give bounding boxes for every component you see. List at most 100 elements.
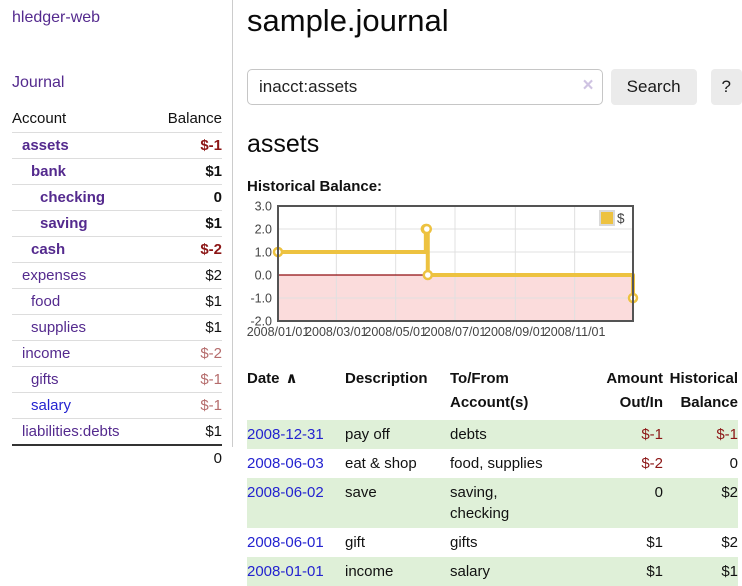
sort-asc-icon: ∧	[285, 370, 298, 387]
account-link-cash[interactable]: cash	[31, 241, 66, 258]
plot-border	[277, 205, 634, 322]
transaction-description: income	[345, 557, 450, 586]
account-link-supplies[interactable]: supplies	[31, 319, 87, 336]
transaction-accounts: food, supplies	[450, 455, 543, 472]
y-axis-tick-label: 2.0	[255, 223, 272, 237]
x-axis-tick-label: 2008/01/01	[247, 325, 310, 339]
sidebar-item-journal[interactable]: Journal	[12, 74, 65, 91]
account-row: bank $1	[12, 158, 222, 185]
account-link-gifts[interactable]: gifts	[31, 371, 59, 388]
account-balance: $1	[117, 288, 222, 315]
account-link-salary[interactable]: salary	[31, 397, 72, 414]
account-balance: $-2	[117, 340, 222, 367]
register-table: Date ∧ Description To/From Account(s) Amount…	[247, 367, 738, 586]
transaction-row: 2008-12-31 pay off debts $-1 $-1	[247, 420, 738, 449]
register-header-date[interactable]: Date ∧	[247, 370, 298, 387]
account-balance: $1	[117, 158, 222, 185]
transaction-accounts: debts	[450, 420, 582, 449]
transaction-amount: $-1	[582, 420, 663, 449]
account-link-liabilities-debts[interactable]: liabilities:debts	[22, 423, 120, 440]
transaction-accounts: saving, checking	[450, 478, 582, 528]
account-link-bank[interactable]: bank	[31, 163, 67, 180]
clear-search-icon[interactable]: ×	[582, 74, 594, 96]
page-title: sample.journal	[247, 3, 449, 38]
brand-link[interactable]: hledger-web	[12, 9, 101, 26]
account-balance: $-1	[117, 392, 222, 419]
account-link-saving[interactable]: saving	[40, 215, 88, 232]
transaction-date-link[interactable]: 2008-01-01	[247, 563, 324, 580]
sidebar: hledger-web Journal Account Balance asse…	[0, 0, 233, 471]
account-balance: $1	[117, 418, 222, 446]
account-link-checking[interactable]: checking	[40, 189, 106, 206]
search-form: × Search ?	[247, 68, 742, 105]
account-link-food[interactable]: food	[31, 293, 61, 310]
data-point-marker	[422, 269, 434, 281]
register-header-historical-balance: Historical Balance	[669, 370, 738, 411]
historical-balance-chart: $3.0 2.0 1.0 0.0 -1.0 -2.02008/01/012008/03/0…	[247, 201, 639, 339]
account-balance: $2	[117, 262, 222, 289]
transaction-description: gift	[345, 534, 366, 551]
account-page-title: assets	[247, 130, 320, 158]
transaction-row: 2008-06-01 gift gifts $1 $2	[247, 528, 738, 557]
account-row: gifts $-1	[12, 366, 222, 393]
account-row: liabilities:debts $1	[12, 418, 222, 446]
transaction-date-link[interactable]: 2008-06-02	[247, 484, 324, 501]
transaction-date-cell: 2008-01-01	[247, 557, 345, 586]
account-link-income[interactable]: income	[22, 345, 71, 362]
y-axis-tick-label: 3.0	[255, 201, 272, 214]
transaction-description: pay off	[345, 420, 450, 449]
transaction-balance: $2	[721, 534, 738, 551]
x-axis-tick-label: 2008/05/01	[364, 325, 427, 339]
accounts-total-row: 0	[12, 444, 222, 471]
chart-title: Historical Balance:	[247, 178, 383, 195]
transaction-date-link[interactable]: 2008-06-03	[247, 455, 324, 472]
transaction-accounts: gifts	[450, 534, 478, 551]
account-row: salary $-1	[12, 392, 222, 419]
transaction-balance: $-1	[663, 420, 738, 449]
account-link-expenses[interactable]: expenses	[22, 267, 87, 284]
transaction-date-cell: 2008-06-02	[247, 478, 345, 528]
account-balance: $-2	[117, 236, 222, 263]
account-balance: $1	[117, 314, 222, 341]
transaction-date-cell: 2008-06-01	[247, 528, 345, 557]
account-row: assets $-1	[12, 132, 222, 159]
account-row: income $-2	[12, 340, 222, 367]
x-axis-tick-label: 2008/07/01	[424, 325, 487, 339]
x-axis-tick-label: 2008/03/01	[305, 325, 368, 339]
account-column-header: Account	[12, 107, 117, 133]
legend-swatch	[599, 210, 615, 226]
transaction-date-link[interactable]: 2008-06-01	[247, 534, 324, 551]
search-input[interactable]	[247, 68, 603, 105]
transaction-date-link[interactable]: 2008-12-31	[247, 426, 324, 443]
transaction-accounts: salary	[450, 557, 582, 586]
register-header-amount-out-in: Amount Out/In	[606, 370, 663, 411]
x-axis-tick-label: 2008/09/01	[484, 325, 547, 339]
y-axis-tick-label: 1.0	[255, 246, 272, 260]
account-balance: 0	[117, 184, 222, 211]
help-button[interactable]: ?	[710, 68, 742, 105]
accounts-total: 0	[117, 444, 222, 471]
transaction-balance: $2	[663, 478, 738, 528]
account-row: saving $1	[12, 210, 222, 237]
search-button[interactable]: Search	[610, 68, 697, 105]
main-content: sample.journal × Search ? assets Histori…	[247, 0, 742, 586]
transaction-amount: 0	[582, 478, 663, 528]
transaction-date-cell: 2008-12-31	[247, 420, 345, 449]
y-axis-tick-label: -1.0	[250, 292, 272, 306]
account-balance: $1	[117, 210, 222, 237]
transaction-row: 2008-06-02 save saving, checking 0 $2	[247, 478, 738, 528]
transaction-description: eat & shop	[345, 455, 417, 472]
transaction-amount: $1	[646, 534, 663, 551]
y-axis-tick-label: -2.0	[250, 315, 272, 329]
account-balance-table: Account Balance assets $-1 bank $1 checking 0…	[12, 107, 222, 471]
account-link-assets[interactable]: assets	[22, 137, 69, 154]
account-balance: $-1	[117, 132, 222, 159]
transaction-balance: $1	[663, 557, 738, 586]
transaction-row: 2008-01-01 income salary $1 $1	[247, 557, 738, 586]
x-axis-tick-label: 2008/11/01	[544, 325, 606, 339]
legend-label: $	[617, 211, 625, 226]
register-header-description: Description	[345, 370, 428, 387]
account-row: expenses $2	[12, 262, 222, 289]
transaction-balance: 0	[729, 455, 738, 472]
transaction-row: 2008-06-03 eat & shop food, supplies $-2 0	[247, 449, 738, 478]
